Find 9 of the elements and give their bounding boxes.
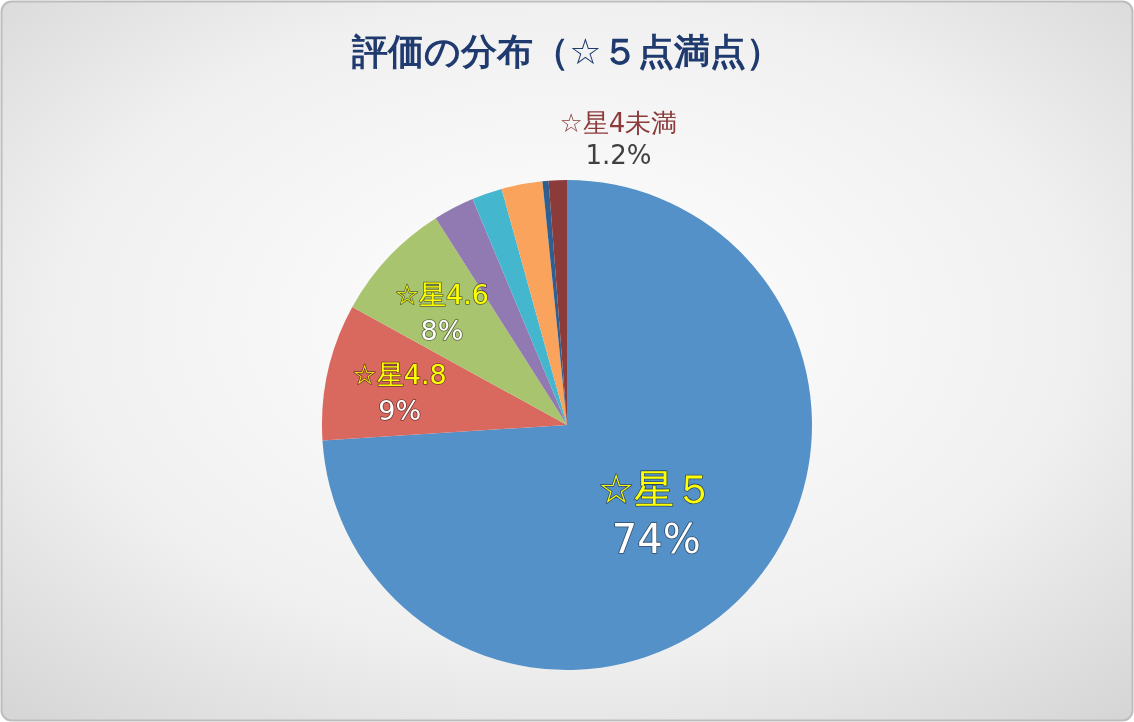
data-label: 9% [378,394,422,426]
slice-label: ☆星4未満 [559,108,678,139]
data-label: 74% [611,515,701,562]
slice-label: ☆星4.6 [394,278,490,310]
slice-label: ☆星５ [598,465,715,512]
data-label: 8% [420,314,464,346]
data-label: 1.2% [585,140,652,171]
chart-title: 評価の分布（☆５点満点） [351,31,782,72]
slice-label: ☆星4.8 [352,358,447,390]
